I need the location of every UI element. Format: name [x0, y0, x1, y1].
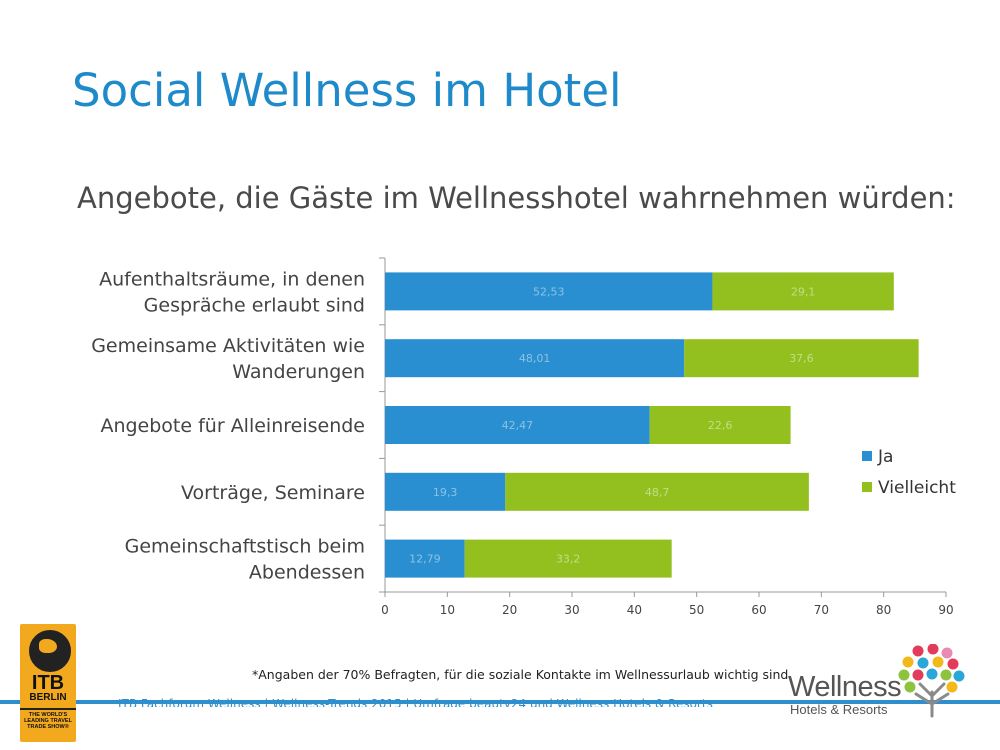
x-tick-label: 40	[627, 603, 642, 617]
data-label: 33,2	[556, 553, 581, 566]
category-label: Vorträge, Seminare	[181, 482, 365, 504]
category-label: Abendessen	[249, 562, 365, 584]
data-label: 42,47	[502, 419, 534, 432]
x-tick-label: 30	[564, 603, 579, 617]
category-label: Angebote für Alleinreisende	[100, 415, 365, 437]
bar-vielleicht	[464, 539, 672, 578]
wellness-logo-word: Wellness	[788, 671, 902, 703]
tree-logo-icon	[898, 644, 965, 718]
bar-ja	[385, 406, 650, 444]
bar-ja	[385, 339, 685, 378]
globe-icon	[29, 630, 71, 672]
x-tick-label: 80	[876, 603, 891, 617]
tree-dot	[941, 647, 953, 659]
itb-logo-tagline: THE WORLD'S LEADING TRAVEL TRADE SHOW®	[20, 712, 76, 730]
tree-dot	[940, 669, 952, 681]
tree-dot	[902, 656, 914, 668]
x-tick-label: 70	[814, 603, 829, 617]
data-label: 52,53	[533, 285, 565, 298]
bar-ja	[385, 272, 713, 311]
bar-vielleicht	[712, 272, 894, 311]
x-tick-label: 10	[440, 603, 455, 617]
legend-swatch-ja	[862, 451, 872, 461]
category-label: Gemeinschaftstisch beim	[125, 536, 365, 558]
bar-ja	[385, 472, 506, 511]
legend-label: Vielleicht	[878, 478, 956, 498]
stacked-bar-chart: 0 10 20 30 40 50 60 70 80 90 52,53 29,1 Aufenthaltsr…	[91, 257, 956, 617]
tree-dot	[912, 669, 924, 681]
page-title: Social Wellness im Hotel	[72, 64, 622, 117]
legend-label: Ja	[877, 447, 893, 467]
wellness-logo-subtitle: Hotels & Resorts	[790, 702, 888, 717]
x-tick-label: 50	[689, 603, 704, 617]
tree-dot	[932, 656, 944, 668]
data-label: 22,6	[708, 419, 733, 432]
x-tick-label: 90	[938, 603, 953, 617]
itb-logo-line1: ITB	[31, 672, 65, 694]
category-label: Aufenthaltsräume, in denen	[99, 268, 365, 290]
bar-ja	[385, 539, 465, 578]
itb-berlin-logo: ITB BERLIN THE WORLD'S LEADING TRAVEL TR…	[20, 624, 76, 742]
tree-dot	[953, 670, 965, 682]
category-label: Gespräche erlaubt sind	[144, 294, 365, 316]
tree-dot	[926, 668, 938, 680]
tree-dot	[917, 657, 929, 669]
bar-vielleicht	[505, 472, 809, 511]
itb-logo-band	[20, 708, 76, 710]
tree-trunk	[914, 682, 950, 718]
tree-dot	[947, 658, 959, 670]
x-tick-label: 60	[751, 603, 766, 617]
x-tick-label: 20	[502, 603, 517, 617]
category-label: Gemeinsame Aktivitäten wie	[91, 335, 365, 357]
footer-divider	[0, 700, 1000, 704]
bar-vielleicht	[649, 406, 791, 444]
tree-dot	[912, 645, 924, 657]
bar-vielleicht	[684, 339, 919, 378]
tree-dot	[927, 644, 939, 655]
data-label: 48,01	[519, 352, 551, 365]
chart-subtitle: Angebote, die Gäste im Wellnesshotel wah…	[77, 181, 956, 215]
legend-swatch-vielleicht	[862, 482, 872, 492]
itb-logo-line2: BERLIN	[29, 692, 67, 703]
tree-dot	[898, 669, 910, 681]
footer-text: ITB Fachforum Wellness | Wellness-Trends…	[118, 697, 713, 707]
data-label: 12,79	[409, 553, 441, 566]
data-label: 37,6	[789, 352, 814, 365]
data-label: 48,7	[645, 486, 670, 499]
category-label: Wanderungen	[232, 361, 365, 383]
footnote: *Angaben der 70% Befragten, für die sozi…	[252, 667, 789, 682]
tree-dot	[946, 681, 958, 693]
tree-dot	[904, 681, 916, 693]
x-tick-label: 0	[381, 603, 389, 617]
data-label: 29,1	[791, 285, 816, 298]
data-label: 19,3	[433, 486, 458, 499]
